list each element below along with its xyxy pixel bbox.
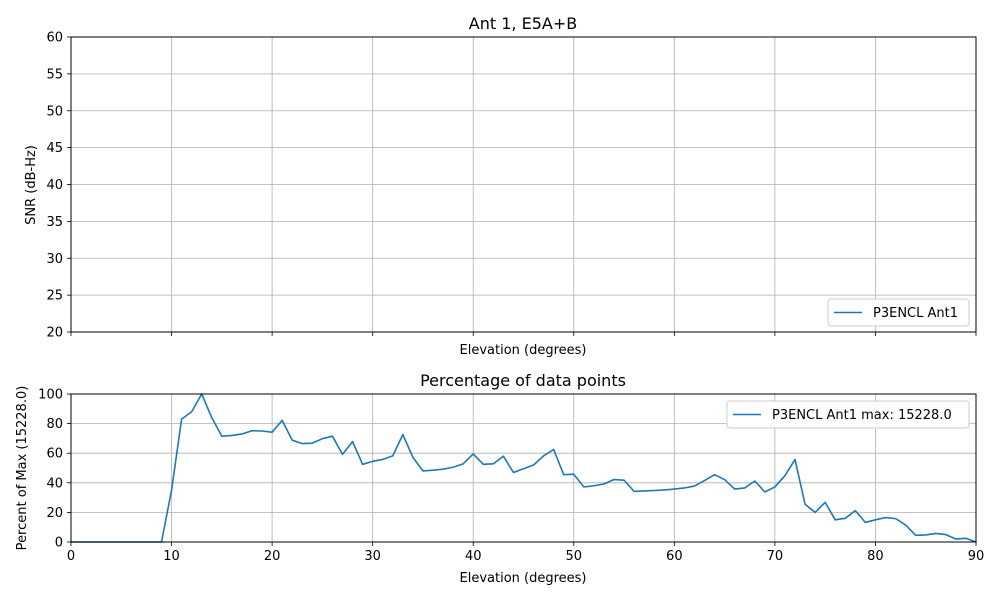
snr-y-tick-label: 45 [46, 141, 63, 156]
percentage-x-axis-label: Elevation (degrees) [460, 571, 587, 586]
snr-y-ticks: 20 25 30 35 40 45 50 55 60 [46, 31, 71, 341]
percentage-series [70, 393, 977, 543]
percentage-y-tick-label: 0 [55, 536, 63, 551]
percentage-y-axis-label: Percent of Max (15228.0) [15, 386, 30, 551]
percentage-y-tick-label: 40 [46, 476, 63, 491]
snr-y-tick-label: 40 [46, 178, 63, 193]
percentage-x-tick-label: 50 [566, 549, 583, 564]
percentage-y-ticks: 0 20 40 60 80 100 [38, 388, 71, 551]
snr-y-tick-label: 55 [46, 67, 63, 82]
percentage-x-tick-label: 70 [767, 549, 784, 564]
percentage-legend-box [726, 400, 970, 429]
snr-y-tick-label: 20 [46, 326, 63, 341]
percentage-x-tick-label: 60 [666, 549, 683, 564]
percentage-plot-frame [70, 393, 977, 543]
snr-x-axis-label: Elevation (degrees) [460, 343, 587, 358]
snr-y-tick-label: 25 [46, 289, 63, 304]
percentage-legend-label: P3ENCL Ant1 max: 15228.0 [772, 408, 952, 423]
snr-panel: Ant 1, E5A+B 20 25 30 35 40 45 50 55 60 Elevatio… [24, 14, 977, 358]
snr-y-tick-label: 35 [46, 215, 63, 230]
percentage-series-line-0 [70, 393, 977, 543]
percentage-x-ticks: 0 10 20 30 40 50 60 70 80 90 [67, 542, 984, 564]
snr-y-tick-label: 30 [46, 252, 63, 267]
percentage-x-tick-label: 30 [364, 549, 381, 564]
percentage-y-tick-label: 20 [46, 506, 63, 521]
percentage-chart-title: Percentage of data points [420, 371, 626, 390]
snr-legend-label: P3ENCL Ant1 [873, 306, 958, 321]
percentage-y-tick-label: 80 [46, 417, 63, 432]
percentage-panel: Percentage of data points 0 10 20 30 40 50 60 7… [15, 371, 984, 586]
percentage-legend: P3ENCL Ant1 max: 15228.0 [726, 400, 970, 429]
percentage-x-tick-label: 20 [264, 549, 281, 564]
snr-chart-title: Ant 1, E5A+B [469, 14, 577, 33]
snr-x-ticks [70, 332, 977, 336]
percentage-x-tick-label: 0 [67, 549, 75, 564]
percentage-x-tick-label: 40 [465, 549, 482, 564]
snr-y-tick-label: 60 [46, 31, 63, 46]
percentage-x-tick-label: 80 [867, 549, 884, 564]
snr-y-axis-label: SNR (dB-Hz) [24, 145, 39, 225]
percentage-y-tick-label: 100 [38, 388, 63, 403]
percentage-x-tick-label: 10 [163, 549, 180, 564]
snr-legend: P3ENCL Ant1 [827, 298, 970, 327]
percentage-y-tick-label: 60 [46, 447, 63, 462]
snr-legend-box [827, 298, 970, 327]
percentage-x-tick-label: 90 [968, 549, 985, 564]
snr-y-tick-label: 50 [46, 104, 63, 119]
